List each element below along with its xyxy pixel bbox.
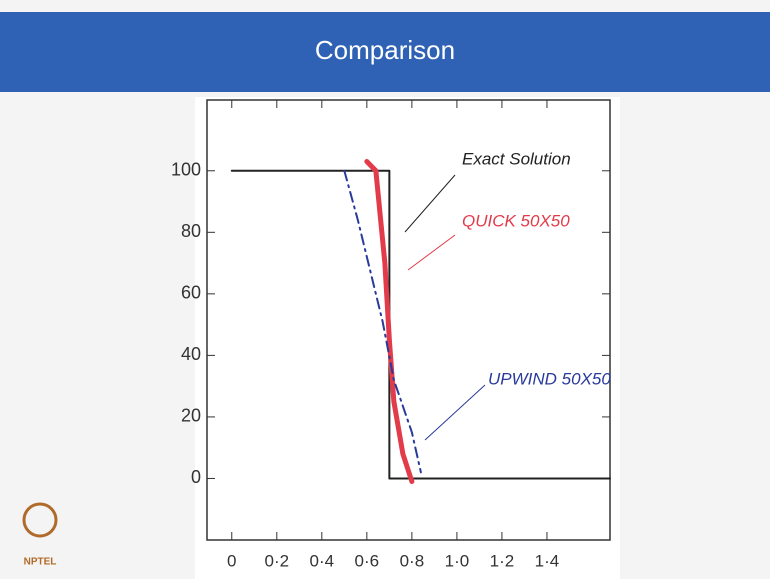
x-tick-label: 0 xyxy=(227,551,236,570)
x-tick-label: 0·2 xyxy=(265,551,290,570)
series-label: Exact Solution xyxy=(462,149,571,168)
y-tick-label: 20 xyxy=(181,406,201,426)
series-label: UPWIND 50X50 xyxy=(488,369,611,388)
series-label: QUICK 50X50 xyxy=(462,211,570,230)
x-tick-label: 1·4 xyxy=(535,551,560,570)
logo-text: NPTEL xyxy=(24,557,57,568)
x-tick-label: 1·0 xyxy=(445,551,470,570)
x-tick-label: 0·8 xyxy=(400,551,425,570)
slide: Comparison NPTEL 0 20 40 60 80 100 0 0·2 0·4 0·6 0… xyxy=(0,0,770,579)
y-tick-label: 80 xyxy=(181,221,201,241)
y-tick-label: 60 xyxy=(181,283,201,303)
y-tick-label: 40 xyxy=(181,344,201,364)
y-tick-label: 100 xyxy=(171,160,201,180)
x-tick-label: 0·6 xyxy=(355,551,380,570)
chart-paper xyxy=(195,97,620,579)
x-tick-label: 1·2 xyxy=(490,551,515,570)
x-tick-label: 0·4 xyxy=(310,551,335,570)
slide-title: Comparison xyxy=(315,35,455,65)
y-tick-label: 0 xyxy=(191,467,201,487)
